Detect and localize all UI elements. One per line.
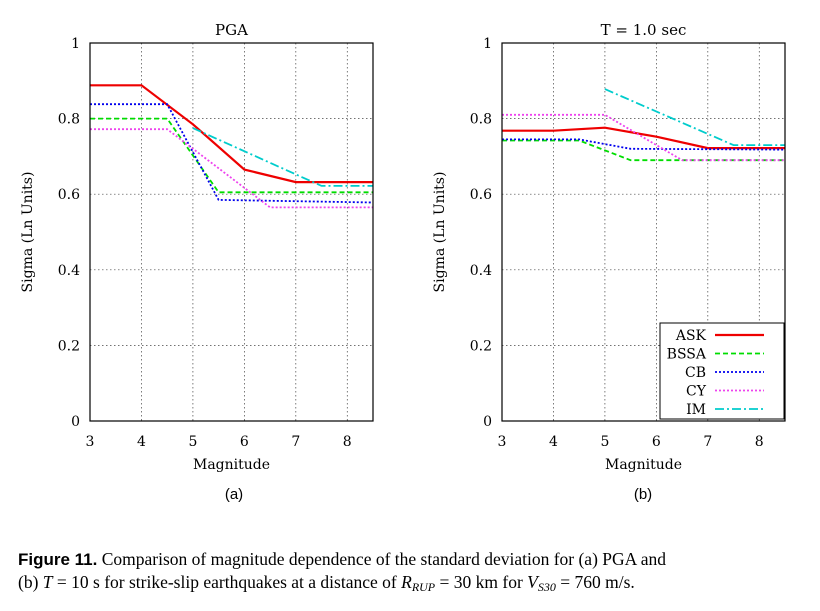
y-tick-label: 0.2	[58, 338, 80, 354]
y-tick-label: 0.4	[470, 263, 492, 279]
caption-t-symbol: T	[42, 572, 53, 592]
legend: ASK BSSA CB CY IM	[659, 322, 785, 420]
series-line-ask	[90, 84, 373, 184]
caption-line2-mid: = 10 s for strike-slip earthquakes at a …	[52, 572, 402, 592]
caption-r-subscript: RUP	[411, 580, 436, 594]
x-axis-label: Magnitude	[193, 457, 270, 473]
y-axis-label: Sigma (Ln Units)	[432, 172, 448, 293]
legend-box	[659, 322, 785, 420]
y-tick-label: 0.8	[58, 112, 80, 128]
figure-caption: Figure 11. Comparison of magnitude depen…	[18, 548, 808, 599]
series-line-ask	[502, 126, 785, 150]
legend-label-bssa: BSSA	[667, 347, 707, 363]
y-tick-label: 0.6	[58, 187, 80, 203]
caption-v-subscript: S30	[537, 580, 556, 594]
series-line-bssa	[90, 117, 373, 194]
y-tick-label: 0.6	[470, 187, 492, 203]
plot-frame	[89, 42, 374, 422]
y-tick-label: 0.2	[470, 338, 492, 354]
x-axis-label: Magnitude	[605, 457, 682, 473]
x-tick-label: 8	[343, 434, 352, 450]
y-axis-label: Sigma (Ln Units)	[20, 172, 36, 293]
y-tick-label: 1	[71, 36, 80, 52]
panel-label: (a)	[225, 486, 243, 503]
caption-line2-mid2: = 30 km for	[435, 572, 528, 592]
legend-label-cb: CB	[685, 365, 706, 381]
x-tick-label: 4	[137, 434, 146, 450]
legend-label-cy: CY	[686, 384, 707, 400]
caption-line2-start: (b)	[18, 572, 43, 592]
x-tick-label: 3	[498, 434, 507, 450]
caption-r-symbol: R	[401, 572, 412, 592]
caption-label: Figure 11.	[18, 550, 98, 569]
x-tick-label: 5	[600, 434, 609, 450]
x-tick-label: 7	[291, 434, 300, 450]
y-tick-label: 0.4	[58, 263, 80, 279]
series-line-bssa	[502, 139, 785, 162]
x-tick-label: 7	[703, 434, 712, 450]
legend-label-im: IM	[686, 402, 706, 418]
chart-panel-1: 0 0.2 0.4 0.6 0.8 1 3 4 5 6 7 8 PGA Magnitude Sigma (L…	[20, 21, 374, 503]
x-tick-label: 3	[86, 434, 95, 450]
x-tick-label: 6	[652, 434, 661, 450]
y-tick-label: 0	[483, 414, 492, 430]
series-line-cy	[90, 128, 373, 209]
caption-line2-end: = 760 m/s.	[555, 572, 635, 592]
caption-v-symbol: V	[527, 572, 538, 592]
y-tick-label: 0	[71, 414, 80, 430]
panel-label: (b)	[634, 486, 652, 503]
chart-title: T = 1.0 sec	[601, 21, 687, 39]
chart-panel-2: 0 0.2 0.4 0.6 0.8 1 3 4 5 6 7 8 T = 1.0 sec Magnitude…	[432, 21, 786, 503]
x-tick-label: 4	[549, 434, 558, 450]
y-tick-label: 1	[483, 36, 492, 52]
series-line-im	[604, 88, 785, 147]
chart-title: PGA	[215, 21, 248, 39]
x-tick-label: 8	[755, 434, 764, 450]
series-line-im	[192, 127, 373, 187]
series-line-cy	[502, 113, 785, 162]
plot-frame	[501, 42, 786, 422]
x-tick-label: 5	[188, 434, 197, 450]
caption-line1: Comparison of magnitude dependence of th…	[97, 549, 666, 569]
figure: 0 0.2 0.4 0.6 0.8 1 3 4 5 6 7 8 PGA Magnitude Sigma (L…	[20, 21, 786, 503]
y-tick-label: 0.8	[470, 112, 492, 128]
legend-label-ask: ASK	[675, 328, 707, 344]
x-tick-label: 6	[240, 434, 249, 450]
